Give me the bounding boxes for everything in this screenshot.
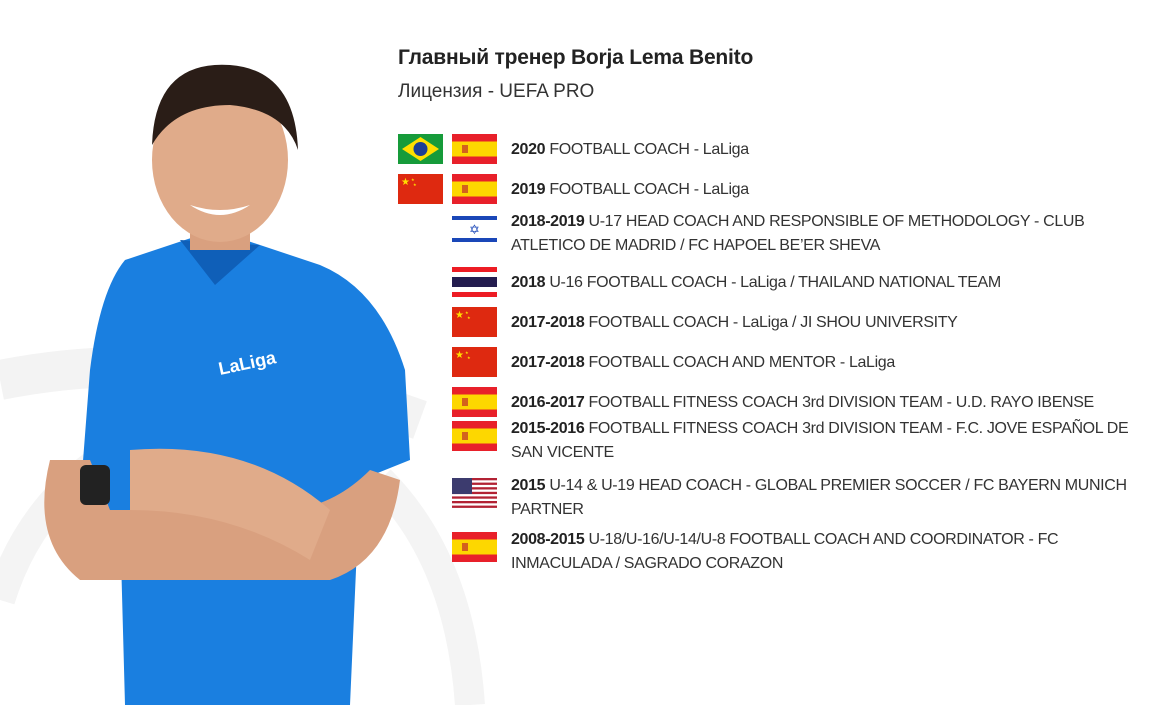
spain-flag-icon: [452, 174, 497, 204]
career-text: 2018-2019 U-17 HEAD COACH AND RESPONSIBL…: [511, 210, 1131, 258]
career-text: 2016-2017 FOOTBALL FITNESS COACH 3rd DIV…: [511, 391, 1131, 415]
spain-flag-icon: [452, 387, 497, 417]
china-flag-icon: ★ ★★: [452, 307, 497, 337]
career-text: 2008-2015 U-18/U-16/U-14/U-8 FOOTBALL CO…: [511, 528, 1131, 576]
israel-flag-icon: ✡: [452, 214, 497, 244]
license-text: Лицензия - UEFA PRO: [398, 81, 595, 102]
career-years: 2018: [511, 274, 546, 291]
china-flag-icon: ★ ★★: [398, 174, 443, 204]
career-text: 2017-2018 FOOTBALL COACH - LaLiga / JI S…: [511, 311, 1131, 335]
spain-flag-icon: [452, 532, 497, 562]
svg-text:★: ★: [467, 315, 471, 320]
svg-text:★: ★: [465, 350, 469, 355]
career-text: 2019 FOOTBALL COACH - LaLiga: [511, 178, 1131, 202]
career-text: 2015 U-14 & U-19 HEAD COACH - GLOBAL PRE…: [511, 474, 1131, 522]
spain-flag-icon: [452, 421, 497, 451]
svg-text:★: ★: [455, 310, 464, 321]
svg-text:★: ★: [467, 355, 471, 360]
career-years: 2015: [511, 477, 546, 494]
svg-text:★: ★: [413, 182, 417, 187]
career-description: FOOTBALL COACH - LaLiga: [549, 181, 749, 198]
page-title: Главный тренер Borja Lema Benito: [398, 46, 754, 69]
brazil-flag-icon: [398, 134, 443, 164]
career-text: 2020 FOOTBALL COACH - LaLiga: [511, 138, 1131, 162]
coach-photo: LaLiga: [44, 64, 410, 705]
career-description: FOOTBALL FITNESS COACH 3rd DIVISION TEAM…: [588, 394, 1094, 411]
spain-flag-icon: [452, 134, 497, 164]
career-description: U-17 HEAD COACH AND RESPONSIBLE OF METHO…: [511, 213, 1085, 254]
career-description: U-14 & U-19 HEAD COACH - GLOBAL PREMIER …: [511, 477, 1127, 518]
svg-text:★: ★: [455, 350, 464, 361]
career-description: FOOTBALL COACH - LaLiga: [549, 141, 749, 158]
career-text: 2018 U-16 FOOTBALL COACH - LaLiga / THAI…: [511, 271, 1131, 295]
china-flag-icon: ★ ★★: [452, 347, 497, 377]
career-text: 2017-2018 FOOTBALL COACH AND MENTOR - La…: [511, 351, 1131, 375]
svg-text:★: ★: [411, 177, 415, 182]
career-years: 2015-2016: [511, 420, 585, 437]
career-years: 2017-2018: [511, 354, 585, 371]
career-description: FOOTBALL COACH AND MENTOR - LaLiga: [588, 354, 895, 371]
career-years: 2017-2018: [511, 314, 585, 331]
career-description: FOOTBALL FITNESS COACH 3rd DIVISION TEAM…: [511, 420, 1129, 461]
career-text: 2015-2016 FOOTBALL FITNESS COACH 3rd DIV…: [511, 417, 1131, 465]
career-description: U-16 FOOTBALL COACH - LaLiga / THAILAND …: [549, 274, 1001, 291]
career-years: 2019: [511, 181, 546, 198]
career-years: 2018-2019: [511, 213, 585, 230]
svg-text:✡: ✡: [469, 222, 480, 237]
svg-text:★: ★: [465, 310, 469, 315]
career-years: 2016-2017: [511, 394, 585, 411]
career-description: FOOTBALL COACH - LaLiga / JI SHOU UNIVER…: [588, 314, 958, 331]
thailand-flag-icon: [452, 267, 497, 297]
career-years: 2008-2015: [511, 531, 585, 548]
svg-text:★: ★: [401, 177, 410, 188]
career-years: 2020: [511, 141, 546, 158]
career-description: U-18/U-16/U-14/U-8 FOOTBALL COACH AND CO…: [511, 531, 1059, 572]
usa-flag-icon: [452, 478, 497, 508]
